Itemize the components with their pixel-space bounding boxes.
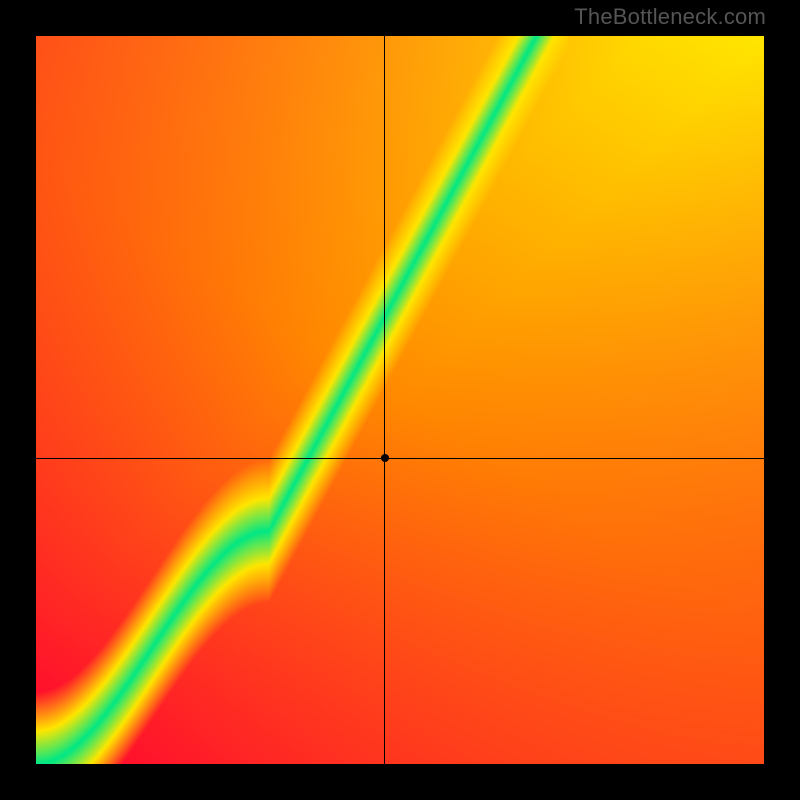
crosshair-horizontal [36,458,764,459]
crosshair-dot [381,454,389,462]
crosshair-vertical [384,36,385,764]
chart-container: TheBottleneck.com [0,0,800,800]
heatmap-plot [36,36,764,764]
heatmap-canvas [36,36,764,764]
watermark-text: TheBottleneck.com [574,4,766,30]
